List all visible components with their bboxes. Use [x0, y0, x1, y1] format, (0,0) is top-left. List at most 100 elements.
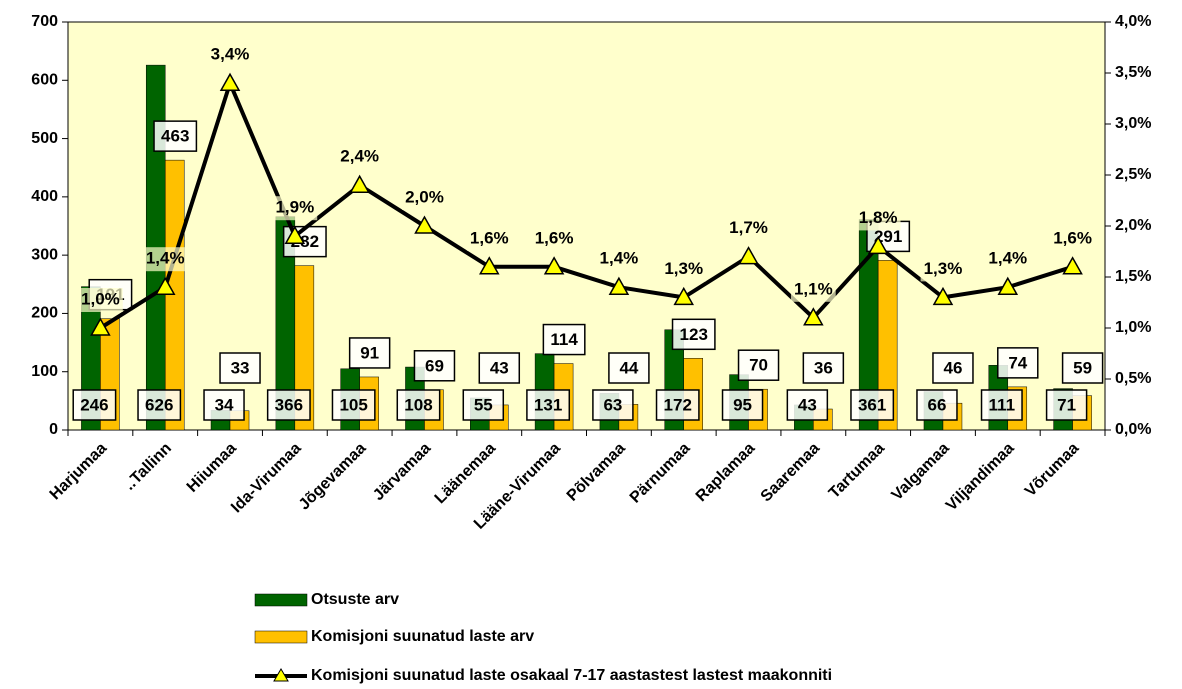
- label-bg: [596, 247, 642, 272]
- x-tick-label: Ida-Virumaa: [228, 440, 305, 517]
- line-marker: [738, 246, 759, 265]
- data-label: 66: [928, 395, 947, 414]
- data-label: 74: [1008, 353, 1027, 372]
- line-data-label: 1,3%: [924, 259, 963, 278]
- bar: [877, 260, 898, 431]
- label-bg: [78, 288, 123, 312]
- data-label: 46: [944, 358, 963, 377]
- x-tick-label: Tartumaa: [826, 440, 888, 502]
- legend-label: Komisjoni suunatud laste osakaal 7-17 aa…: [311, 667, 832, 684]
- x-tick-label: Läänemaa: [432, 440, 499, 507]
- label-box: [802, 352, 845, 384]
- label-box: [462, 389, 505, 421]
- label-box: [671, 318, 716, 351]
- label-bg: [855, 206, 901, 231]
- label-bg: [402, 186, 447, 210]
- data-label: 63: [603, 395, 622, 414]
- line-data-label: 1,4%: [146, 249, 185, 268]
- data-label: 70: [749, 356, 768, 375]
- line-marker: [608, 276, 630, 295]
- data-label: 246: [80, 395, 108, 414]
- line-data-label: 1,9%: [275, 198, 314, 217]
- y-tick-label: 600: [31, 72, 58, 89]
- y-tick-label: 500: [31, 130, 58, 147]
- data-label: 123: [680, 325, 708, 344]
- label-box: [1045, 389, 1088, 421]
- x-tick-label: Pärnumaa: [627, 440, 694, 507]
- data-label: 95: [733, 395, 752, 414]
- label-box: [331, 389, 376, 421]
- line-marker: [349, 174, 370, 193]
- label-bg: [142, 247, 188, 272]
- label-box: [153, 120, 198, 152]
- y-tick-label: 200: [31, 305, 58, 322]
- data-label: 33: [231, 358, 250, 377]
- data-label: 105: [339, 395, 367, 414]
- data-label: 44: [619, 358, 638, 377]
- x-tick-label: Raplamaa: [693, 440, 759, 506]
- bar: [164, 159, 185, 431]
- line-marker: [90, 317, 111, 336]
- label-box: [916, 389, 958, 421]
- label-box: [592, 389, 634, 421]
- label-box: [137, 389, 182, 421]
- line-marker: [478, 256, 500, 275]
- label-box: [980, 389, 1023, 421]
- line: [99, 77, 1074, 330]
- data-label: 463: [161, 127, 189, 146]
- data-label: 55: [474, 395, 493, 414]
- legend-label: Otsuste arv: [311, 591, 399, 608]
- label-box: [266, 389, 311, 421]
- line-data-label: 1,6%: [535, 228, 574, 247]
- line-data-label: 1,3%: [664, 259, 703, 278]
- line-data-label: 1,4%: [600, 249, 639, 268]
- y2-tick-label: 1,0%: [1115, 319, 1151, 336]
- label-bg: [272, 196, 318, 221]
- data-label: 91: [360, 343, 379, 362]
- label-bg: [726, 216, 771, 241]
- y-tick-label: 0: [49, 421, 58, 438]
- x-tick-label: Võrumaa: [1022, 440, 1083, 501]
- line-marker: [154, 276, 176, 295]
- data-label: 131: [534, 395, 562, 414]
- legend-label: Komisjoni suunatud laste arv: [311, 628, 534, 645]
- x-tick-label: Saaremaa: [758, 440, 824, 506]
- x-tick-label: Harjumaa: [47, 440, 111, 504]
- x-tick-label: Valgamaa: [889, 440, 953, 504]
- legend-swatch: [254, 630, 308, 644]
- data-label: 366: [275, 395, 303, 414]
- line-data-label: 1,8%: [859, 208, 898, 227]
- y2-tick-label: 3,0%: [1115, 115, 1151, 132]
- label-bg: [466, 226, 512, 251]
- line-marker: [219, 72, 241, 91]
- label-box: [721, 389, 764, 421]
- data-label: 43: [490, 358, 509, 377]
- line-marker: [867, 235, 889, 255]
- data-label: 59: [1073, 358, 1092, 377]
- label-bg: [985, 247, 1031, 272]
- line-data-label: 2,0%: [405, 187, 444, 206]
- y2-tick-label: 2,5%: [1115, 166, 1151, 183]
- line-marker: [803, 307, 824, 326]
- label-box: [932, 352, 974, 384]
- label-box: [850, 389, 895, 421]
- legend-swatch: [254, 593, 308, 607]
- data-label: 71: [1057, 395, 1076, 414]
- y2-tick-label: 2,0%: [1115, 217, 1151, 234]
- y2-tick-label: 0,5%: [1115, 370, 1151, 387]
- x-tick-label: Hiiumaa: [184, 440, 240, 496]
- data-label: 626: [145, 395, 173, 414]
- label-box: [203, 389, 245, 421]
- line-marker: [673, 286, 695, 306]
- label-bg: [531, 226, 577, 251]
- line-data-label: 1,6%: [470, 228, 509, 247]
- line-data-label: 1,4%: [988, 249, 1027, 268]
- x-tick-label: Jõgevamaa: [296, 440, 370, 514]
- y2-tick-label: 4,0%: [1115, 13, 1151, 30]
- line-data-label: 2,4%: [340, 147, 379, 166]
- line-data-label: 1,0%: [81, 289, 120, 308]
- line-marker: [932, 286, 954, 306]
- label-box: [542, 323, 586, 356]
- x-tick-label: ..Tallinn: [121, 440, 175, 494]
